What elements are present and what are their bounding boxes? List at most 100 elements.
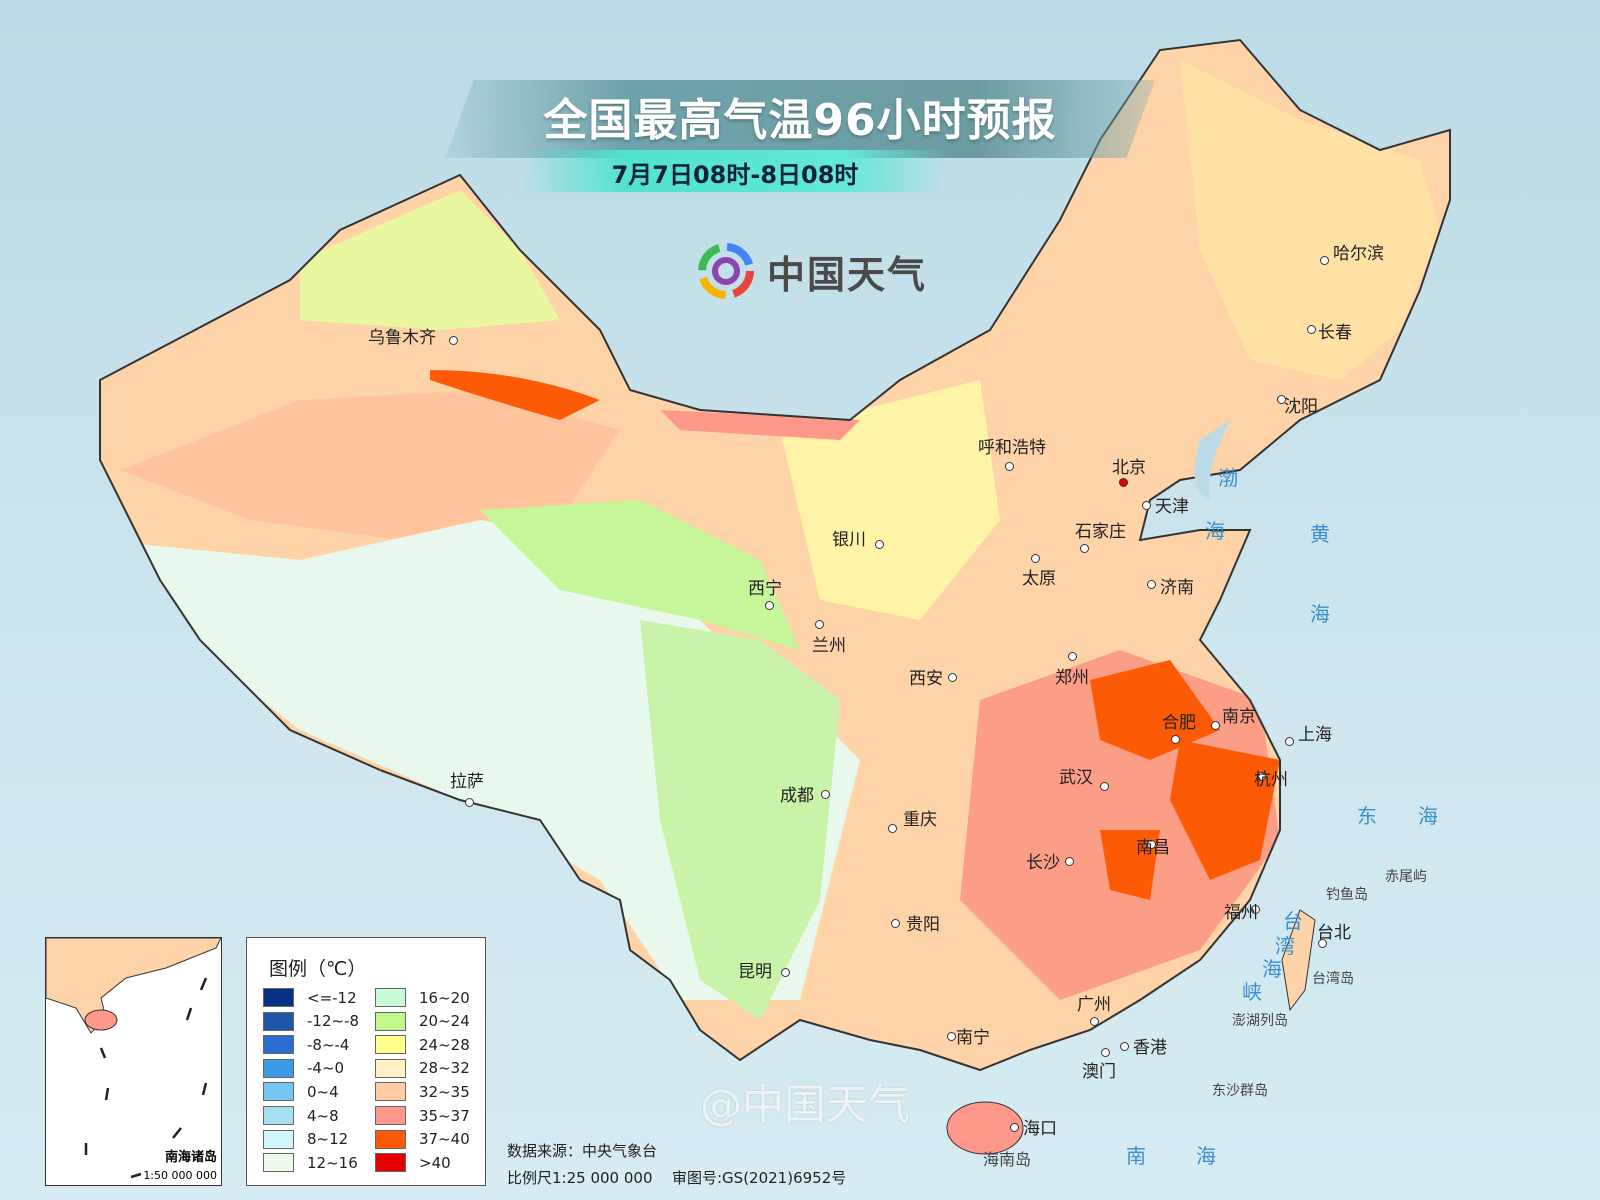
- legend-label: 0~4: [307, 1082, 339, 1101]
- city-label: 兰州: [812, 636, 846, 656]
- bohai-bay: [1194, 420, 1230, 500]
- legend-item: 28~32: [375, 1058, 470, 1078]
- legend-title: 图例（℃）: [269, 958, 367, 980]
- city-label: 武汉: [1059, 768, 1093, 788]
- legend-label: >40: [419, 1153, 451, 1172]
- city-marker: [891, 919, 900, 928]
- legend-label: 20~24: [419, 1012, 470, 1031]
- city-label: 台北: [1317, 923, 1351, 943]
- legend-label: -8~-4: [307, 1035, 350, 1054]
- city-label: 沈阳: [1284, 397, 1318, 417]
- legend-label: 16~20: [419, 988, 470, 1007]
- inset-map: [46, 938, 221, 1179]
- city-label: 石家庄: [1075, 522, 1126, 542]
- legend-item: 35~37: [375, 1106, 470, 1125]
- capital-marker: [1119, 478, 1128, 487]
- sea-label: 海: [1418, 804, 1438, 828]
- city-marker: [449, 336, 458, 345]
- city-marker: [947, 1032, 956, 1041]
- city-label: 银川: [832, 530, 866, 550]
- city-marker: [1318, 939, 1327, 948]
- city-marker: [465, 798, 474, 807]
- city-label: 澳门: [1082, 1062, 1116, 1082]
- legend-label: 32~35: [419, 1082, 470, 1101]
- city-label: 福州: [1224, 903, 1258, 923]
- sea-label: 台: [1283, 909, 1303, 933]
- city-marker: [1147, 840, 1156, 849]
- legend-item: 37~40: [375, 1129, 470, 1149]
- inset-scale: 1:50 000 000: [143, 1169, 217, 1182]
- city-label: 哈尔滨: [1333, 244, 1384, 264]
- legend-label: 35~37: [419, 1106, 470, 1125]
- legend-swatch: [375, 1106, 406, 1125]
- city-marker: [1257, 772, 1266, 781]
- island-label: 台湾岛: [1312, 971, 1354, 987]
- title-banner: [445, 80, 1155, 158]
- page-title: 全国最高气温96小时预报: [543, 95, 1057, 146]
- legend-item: 12~16: [263, 1153, 358, 1173]
- city-marker: [1005, 462, 1014, 471]
- island-label: 东沙群岛: [1212, 1083, 1268, 1099]
- legend-item: -8~-4: [263, 1035, 350, 1055]
- legend-item: 0~4: [263, 1082, 339, 1102]
- south-china-sea-inset: 南海诸岛 1:50 000 000: [45, 937, 222, 1186]
- legend-item: 4~8: [263, 1106, 339, 1125]
- city-marker: [1068, 652, 1077, 661]
- subtitle-banner: [520, 150, 950, 192]
- legend-item: >40: [375, 1153, 451, 1173]
- legend-swatch: [263, 1106, 294, 1125]
- city-marker: [1277, 395, 1286, 404]
- legend-swatch: [263, 1082, 294, 1102]
- city-marker: [1211, 721, 1220, 730]
- city-label: 重庆: [903, 810, 937, 830]
- sea-label: 东: [1357, 804, 1377, 828]
- city-marker: [1307, 325, 1316, 334]
- legend-swatch: [375, 1153, 406, 1173]
- city-label: 呼和浩特: [978, 438, 1046, 458]
- city-label: 西安: [909, 669, 943, 689]
- city-label: 郑州: [1055, 668, 1089, 688]
- city-label: 北京: [1112, 458, 1146, 478]
- city-label: 贵阳: [906, 915, 940, 935]
- legend-swatch: [375, 988, 406, 1007]
- logo-text: 中国天气: [767, 252, 928, 297]
- island-label: 赤尾屿: [1385, 869, 1427, 885]
- city-label: 南京: [1222, 707, 1256, 727]
- legend-swatch: [263, 1011, 294, 1031]
- city-label: 拉萨: [450, 772, 484, 792]
- china-weather-swirl-icon: [698, 243, 754, 299]
- city-marker: [1147, 580, 1156, 589]
- legend: 图例（℃） <=-12 -12~-8 -8~-4 -4~0 0~4 4~8 8~12 12~1…: [246, 937, 486, 1186]
- city-label: 太原: [1022, 569, 1056, 589]
- sea-label: 海: [1310, 602, 1330, 626]
- city-marker: [888, 824, 897, 833]
- legend-swatch: [263, 1153, 294, 1173]
- city-label: 天津: [1155, 497, 1189, 517]
- city-marker: [1171, 735, 1180, 744]
- city-label: 广州: [1077, 995, 1111, 1015]
- city-marker: [1320, 256, 1329, 265]
- legend-item: 8~12: [263, 1129, 348, 1149]
- city-label: 合肥: [1162, 713, 1196, 733]
- legend-label: 24~28: [419, 1035, 470, 1054]
- sea-label: 海: [1205, 519, 1225, 543]
- china-weather-logo: 中国天气: [695, 240, 927, 302]
- weibo-watermark: @中国天气: [700, 1080, 911, 1129]
- map-scale: 比例尺1:25 000 000: [507, 1169, 653, 1187]
- city-marker: [821, 790, 830, 799]
- legend-swatch: [375, 1035, 406, 1055]
- city-marker: [1142, 501, 1151, 510]
- city-marker: [1251, 905, 1260, 914]
- city-marker: [1080, 544, 1089, 553]
- legend-label: -4~0: [307, 1059, 345, 1078]
- city-marker: [1031, 554, 1040, 563]
- legend-swatch: [375, 1082, 406, 1102]
- city-marker: [1120, 1042, 1129, 1051]
- city-marker: [1101, 1048, 1110, 1057]
- city-label: 南昌: [1136, 838, 1170, 858]
- city-label: 长沙: [1026, 853, 1060, 873]
- legend-swatch: [263, 1058, 294, 1078]
- city-label: 长春: [1318, 323, 1352, 343]
- legend-swatch: [375, 1058, 406, 1078]
- city-marker: [765, 601, 774, 610]
